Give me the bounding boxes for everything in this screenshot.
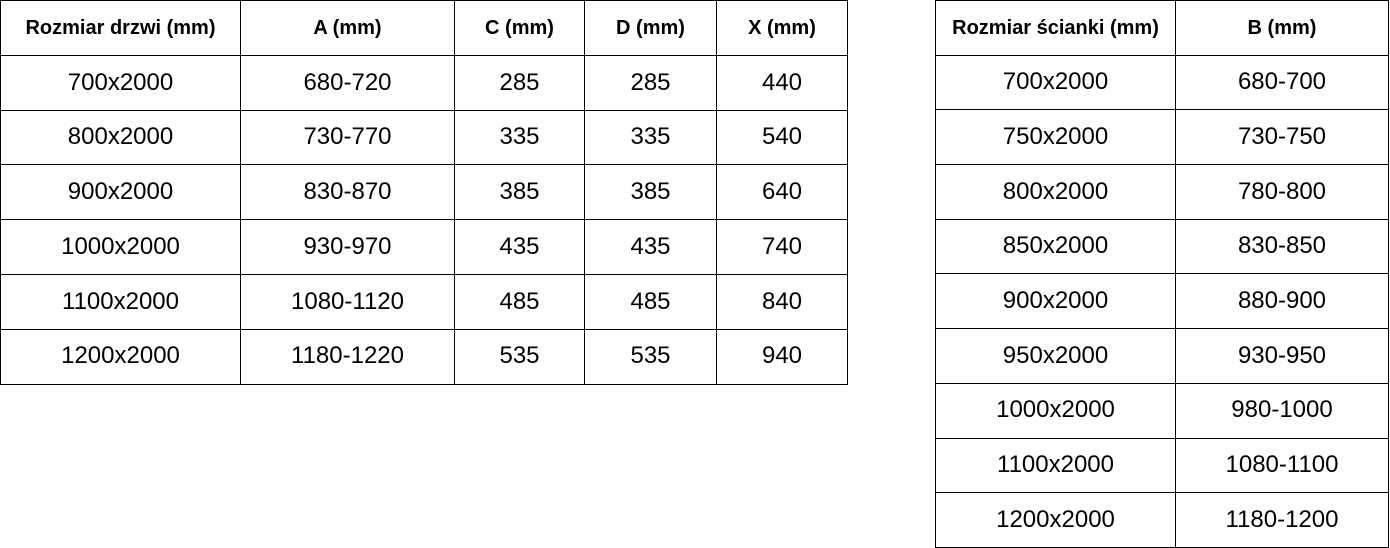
cell-c: 435 [454,219,585,275]
cell-x: 740 [716,219,848,275]
cell-x: 540 [716,109,848,166]
door-size-table-container: Rozmiar drzwi (mm) A (mm) C (mm) D (mm) … [0,0,848,385]
column-header-c: C (mm) [454,0,585,56]
cell-wall-size: 950x2000 [935,328,1176,384]
column-header-b: B (mm) [1175,0,1389,56]
cell-x: 440 [716,54,848,111]
cell-door-size: 900x2000 [0,164,241,221]
cell-b: 830-850 [1175,218,1389,275]
cell-a: 680-720 [240,54,455,111]
cell-a: 1080-1120 [240,273,455,330]
column-header-door-size: Rozmiar drzwi (mm) [0,0,241,56]
column-header-d: D (mm) [584,0,717,56]
cell-d: 385 [584,164,717,221]
cell-x: 940 [716,328,848,385]
cell-a: 930-970 [240,219,455,275]
cell-b: 730-750 [1175,109,1389,166]
cell-door-size: 700x2000 [0,54,241,111]
table-row: 700x2000 680-720 285 285 440 [0,54,848,111]
cell-a: 1180-1220 [240,328,455,385]
cell-b: 980-1000 [1175,382,1389,439]
cell-wall-size: 1200x2000 [935,492,1176,548]
table-row: 900x2000 830-870 385 385 640 [0,164,848,221]
cell-c: 335 [454,109,585,166]
cell-wall-size: 800x2000 [935,164,1176,220]
cell-wall-size: 1100x2000 [935,437,1176,494]
cell-x: 840 [716,273,848,330]
cell-wall-size: 1000x2000 [935,382,1176,439]
cell-d: 285 [584,54,717,111]
cell-b: 780-800 [1175,164,1389,220]
cell-door-size: 1000x2000 [0,219,241,275]
cell-d: 535 [584,328,717,385]
cell-wall-size: 850x2000 [935,218,1176,275]
cell-b: 680-700 [1175,54,1389,111]
cell-wall-size: 900x2000 [935,273,1176,330]
column-header-a: A (mm) [240,0,455,56]
door-size-specification-table: Rozmiar drzwi (mm) A (mm) C (mm) D (mm) … [0,0,848,385]
table-header-row: Rozmiar drzwi (mm) A (mm) C (mm) D (mm) … [0,0,848,56]
cell-b: 930-950 [1175,328,1389,384]
table-row: 1200x2000 1180-1200 [935,492,1389,548]
wall-panel-size-specification-table: Rozmiar ścianki (mm) B (mm) 700x2000 680… [935,0,1389,548]
cell-a: 830-870 [240,164,455,221]
wall-panel-size-table-container: Rozmiar ścianki (mm) B (mm) 700x2000 680… [935,0,1389,548]
cell-c: 385 [454,164,585,221]
table-row: 1000x2000 980-1000 [935,382,1389,439]
cell-door-size: 1100x2000 [0,273,241,330]
table-row: 950x2000 930-950 [935,328,1389,384]
cell-d: 485 [584,273,717,330]
table-row: 800x2000 780-800 [935,164,1389,220]
cell-d: 435 [584,219,717,275]
cell-wall-size: 700x2000 [935,54,1176,111]
table-row: 1100x2000 1080-1100 [935,437,1389,494]
cell-d: 335 [584,109,717,166]
table-row: 1200x2000 1180-1220 535 535 940 [0,328,848,385]
cell-x: 640 [716,164,848,221]
cell-b: 1080-1100 [1175,437,1389,494]
cell-a: 730-770 [240,109,455,166]
table-row: 850x2000 830-850 [935,218,1389,275]
table-row: 1100x2000 1080-1120 485 485 840 [0,273,848,330]
table-row: 900x2000 880-900 [935,273,1389,330]
table-row: 1000x2000 930-970 435 435 740 [0,219,848,275]
cell-c: 285 [454,54,585,111]
table-header-row: Rozmiar ścianki (mm) B (mm) [935,0,1389,56]
table-row: 800x2000 730-770 335 335 540 [0,109,848,166]
cell-c: 485 [454,273,585,330]
column-header-x: X (mm) [716,0,848,56]
column-header-wall-size: Rozmiar ścianki (mm) [935,0,1176,56]
cell-wall-size: 750x2000 [935,109,1176,166]
cell-door-size: 1200x2000 [0,328,241,385]
cell-b: 880-900 [1175,273,1389,330]
table-row: 750x2000 730-750 [935,109,1389,166]
cell-door-size: 800x2000 [0,109,241,166]
cell-c: 535 [454,328,585,385]
cell-b: 1180-1200 [1175,492,1389,548]
table-row: 700x2000 680-700 [935,54,1389,111]
